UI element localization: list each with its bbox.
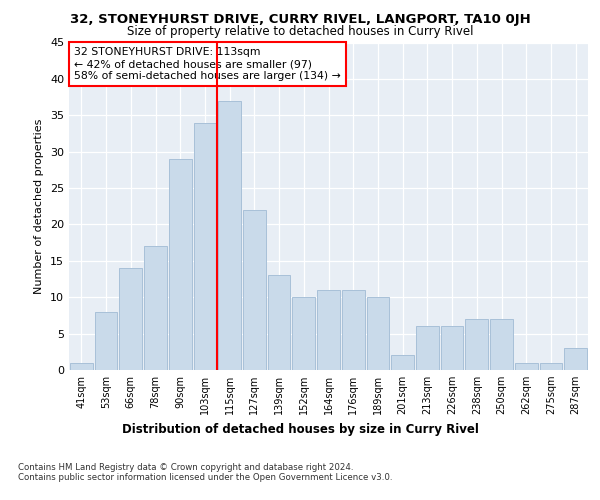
Bar (95, 312, 118, 370)
Text: Size of property relative to detached houses in Curry Rivel: Size of property relative to detached ho… (127, 25, 473, 38)
Bar (490, 319, 513, 370)
Bar (268, 276, 290, 370)
Bar (218, 100, 241, 370)
Text: Contains HM Land Registry data © Crown copyright and database right 2024.
Contai: Contains HM Land Registry data © Crown c… (18, 462, 392, 482)
Y-axis label: Number of detached properties: Number of detached properties (34, 118, 44, 294)
Bar (144, 246, 167, 370)
Bar (194, 122, 216, 370)
Bar (466, 319, 488, 370)
Bar (243, 210, 266, 370)
Bar (391, 356, 414, 370)
Bar (292, 297, 315, 370)
Bar (317, 290, 340, 370)
Bar (441, 326, 463, 370)
Bar (564, 348, 587, 370)
Text: Distribution of detached houses by size in Curry Rivel: Distribution of detached houses by size … (122, 422, 478, 436)
Bar (70, 362, 93, 370)
Bar (539, 362, 562, 370)
Bar (342, 290, 365, 370)
Bar (119, 268, 142, 370)
Text: 32 STONEYHURST DRIVE: 113sqm
← 42% of detached houses are smaller (97)
58% of se: 32 STONEYHURST DRIVE: 113sqm ← 42% of de… (74, 48, 341, 80)
Bar (169, 159, 191, 370)
Bar (515, 362, 538, 370)
Text: 32, STONEYHURST DRIVE, CURRY RIVEL, LANGPORT, TA10 0JH: 32, STONEYHURST DRIVE, CURRY RIVEL, LANG… (70, 12, 530, 26)
Bar (416, 326, 439, 370)
Bar (367, 297, 389, 370)
